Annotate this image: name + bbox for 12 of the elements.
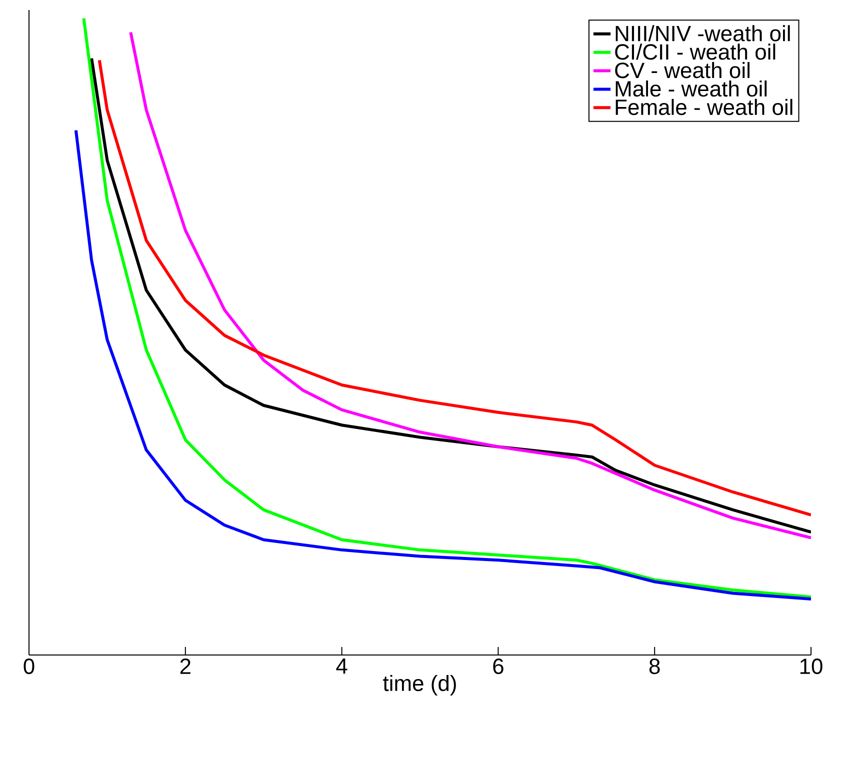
x-tick-label: 4 — [336, 658, 348, 674]
legend-label: Male - weath oil — [616, 80, 767, 97]
x-tick-label: 0 — [24, 658, 34, 674]
x-tick-label: 8 — [649, 658, 660, 674]
x-tick-label: 6 — [493, 658, 504, 674]
legend-label: NIII/NIV -weath oil — [616, 25, 790, 42]
legend-label: CV - weath oil — [615, 62, 750, 78]
legend-label: CI/CII - weath oil — [615, 44, 776, 60]
x-tick-label: 10 — [800, 658, 822, 674]
x-axis-title: time (d) — [383, 674, 456, 696]
legend-label: Female - weath oil — [616, 98, 792, 116]
x-tick-label: 2 — [180, 658, 190, 674]
